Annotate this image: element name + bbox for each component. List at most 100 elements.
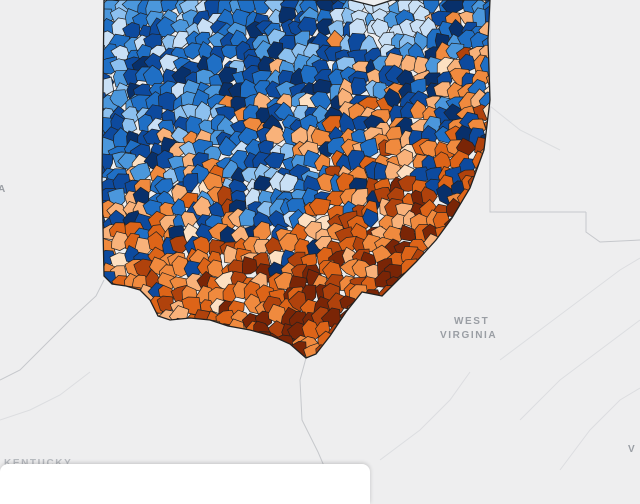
district-layer[interactable]	[82, 0, 505, 378]
school-district-area[interactable]	[174, 328, 194, 346]
school-district-area[interactable]	[186, 349, 206, 368]
school-district-area[interactable]	[458, 211, 477, 227]
school-district-area[interactable]	[414, 320, 432, 340]
school-district-area[interactable]	[229, 336, 245, 355]
school-district-area[interactable]	[125, 322, 141, 344]
school-district-area[interactable]	[86, 154, 100, 169]
school-district-area[interactable]	[485, 6, 506, 23]
school-district-area[interactable]	[424, 264, 442, 285]
school-district-area[interactable]	[382, 322, 402, 340]
school-district-area[interactable]	[447, 285, 467, 304]
school-district-area[interactable]	[171, 318, 189, 337]
school-district-area[interactable]	[390, 350, 408, 368]
school-district-area[interactable]	[470, 205, 491, 222]
school-district-area[interactable]	[197, 342, 213, 359]
school-district-area[interactable]	[136, 346, 154, 363]
school-district-area[interactable]	[469, 348, 487, 365]
school-district-area[interactable]	[348, 311, 368, 330]
school-district-area[interactable]	[436, 348, 452, 366]
school-district-area[interactable]	[448, 272, 467, 293]
school-district-area[interactable]	[379, 318, 397, 338]
school-district-area[interactable]	[160, 335, 176, 353]
school-district-area[interactable]	[266, 354, 286, 375]
school-district-area[interactable]	[83, 141, 105, 160]
school-district-area[interactable]	[412, 344, 430, 362]
school-district-area[interactable]	[412, 263, 432, 282]
school-district-area[interactable]	[362, 307, 378, 329]
school-district-area[interactable]	[473, 247, 490, 264]
school-district-area[interactable]	[395, 347, 416, 364]
school-district-area[interactable]	[199, 335, 218, 353]
school-district-area[interactable]	[421, 268, 442, 285]
school-district-area[interactable]	[455, 242, 476, 257]
school-district-area[interactable]	[481, 273, 497, 294]
school-district-area[interactable]	[377, 313, 393, 330]
school-district-area[interactable]	[447, 246, 466, 264]
school-district-area[interactable]	[392, 298, 406, 316]
school-district-area[interactable]	[231, 345, 252, 364]
school-district-area[interactable]	[459, 286, 477, 303]
school-district-area[interactable]	[461, 247, 479, 264]
school-district-area[interactable]	[329, 354, 347, 373]
school-district-area[interactable]	[99, 355, 119, 372]
school-district-area[interactable]	[448, 262, 465, 279]
school-district-area[interactable]	[342, 322, 359, 340]
school-district-area[interactable]	[402, 322, 420, 340]
school-district-area[interactable]	[485, 249, 504, 266]
school-district-area[interactable]	[208, 359, 226, 377]
school-district-area[interactable]	[340, 309, 360, 327]
school-district-area[interactable]	[400, 280, 418, 300]
school-district-area[interactable]	[450, 234, 469, 255]
school-district-area[interactable]	[107, 318, 125, 337]
school-district-area[interactable]	[352, 346, 371, 364]
school-district-area[interactable]	[469, 258, 484, 278]
school-district-area[interactable]	[468, 355, 487, 373]
school-district-area[interactable]	[88, 0, 104, 17]
school-district-area[interactable]	[436, 309, 451, 329]
school-district-area[interactable]	[423, 309, 439, 325]
school-district-area[interactable]	[218, 334, 234, 352]
school-district-area[interactable]	[363, 342, 382, 362]
school-district-area[interactable]	[122, 333, 140, 351]
school-district-area[interactable]	[241, 335, 258, 355]
school-district-area[interactable]	[390, 307, 406, 326]
school-district-area[interactable]	[445, 355, 463, 374]
school-district-area[interactable]	[362, 333, 382, 351]
school-district-area[interactable]	[410, 297, 426, 315]
school-district-area[interactable]	[461, 358, 478, 374]
school-district-area[interactable]	[363, 296, 382, 317]
school-district-area[interactable]	[372, 301, 389, 318]
school-district-area[interactable]	[351, 361, 369, 377]
school-district-area[interactable]	[394, 309, 412, 330]
school-district-area[interactable]	[461, 200, 476, 214]
school-district-area[interactable]	[483, 282, 504, 303]
school-district-area[interactable]	[483, 228, 503, 248]
school-district-area[interactable]	[434, 244, 454, 266]
school-district-area[interactable]	[230, 358, 248, 377]
school-district-area[interactable]	[277, 355, 297, 374]
school-district-area[interactable]	[428, 358, 445, 376]
school-district-area[interactable]	[98, 319, 116, 340]
school-district-area[interactable]	[319, 356, 334, 376]
school-district-area[interactable]	[408, 333, 427, 350]
school-district-area[interactable]	[155, 354, 178, 371]
school-district-area[interactable]	[432, 242, 451, 258]
school-district-area[interactable]	[85, 323, 103, 342]
school-district-area[interactable]	[88, 344, 107, 362]
school-district-area[interactable]	[87, 330, 107, 348]
school-district-area[interactable]	[461, 263, 481, 283]
school-district-area[interactable]	[485, 344, 500, 364]
school-district-area[interactable]	[160, 346, 181, 366]
school-district-area[interactable]	[392, 334, 408, 351]
school-district-area[interactable]	[474, 238, 489, 255]
school-district-area[interactable]	[459, 228, 476, 246]
school-district-area[interactable]	[131, 357, 150, 373]
school-district-area[interactable]	[107, 310, 126, 330]
school-district-area[interactable]	[171, 353, 189, 374]
school-district-area[interactable]	[364, 317, 387, 337]
school-district-area[interactable]	[340, 354, 359, 371]
school-district-area[interactable]	[379, 286, 395, 302]
school-district-area[interactable]	[448, 228, 466, 244]
school-district-area[interactable]	[222, 355, 238, 371]
school-district-area[interactable]	[211, 344, 229, 359]
